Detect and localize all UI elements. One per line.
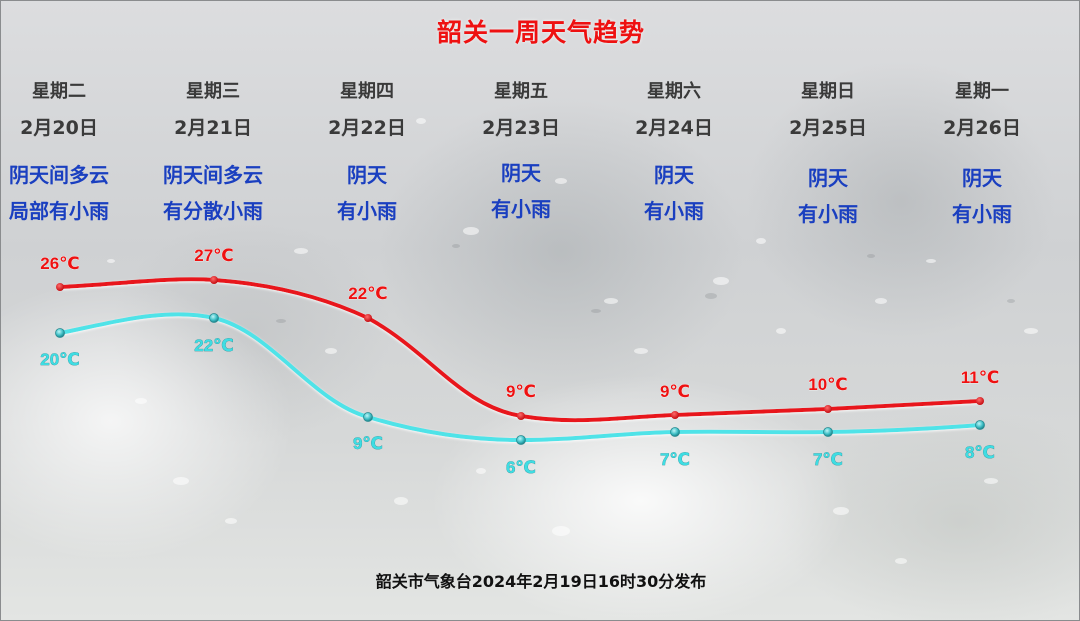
day-column-thu: 星期四 2月22日 阴天 有小雨 — [292, 77, 442, 229]
weekday-label: 星期四 — [340, 81, 394, 102]
day-column-mon: 星期一 2月26日 阴天 有小雨 — [907, 77, 1057, 232]
low-point — [975, 420, 985, 430]
condition-line-2: 有分散小雨 — [163, 199, 263, 223]
low-point — [363, 412, 373, 422]
condition-line-1: 阴天 — [654, 163, 694, 187]
high-point — [517, 412, 525, 420]
day-column-tue: 星期二 2月20日 阴天间多云 局部有小雨 — [1, 77, 134, 229]
low-temp-points — [55, 313, 985, 445]
high-temp-label: 9℃ — [660, 382, 690, 401]
low-point — [823, 427, 833, 437]
low-temp-label: 7℃ — [813, 450, 843, 469]
date-label: 2月24日 — [635, 117, 713, 139]
high-point — [671, 411, 679, 419]
low-temp-label: 8℃ — [965, 443, 995, 462]
day-column-wed: 星期三 2月21日 阴天间多云 有分散小雨 — [138, 77, 288, 229]
date-label: 2月26日 — [943, 117, 1021, 139]
low-temp-label: 22℃ — [194, 336, 234, 355]
condition-line-1: 阴天 — [501, 161, 541, 185]
day-column-sun: 星期日 2月25日 阴天 有小雨 — [753, 77, 903, 232]
day-column-fri: 星期五 2月23日 阴天 有小雨 — [446, 77, 596, 227]
weekday-label: 星期日 — [801, 81, 855, 102]
weekday-label: 星期一 — [955, 81, 1009, 102]
condition-line-2: 局部有小雨 — [9, 199, 109, 223]
condition-line-1: 阴天 — [962, 166, 1002, 190]
high-point — [210, 276, 218, 284]
issue-info: 韶关市气象台2024年2月19日16时30分发布 — [375, 572, 707, 591]
high-temp-label: 11℃ — [961, 368, 1000, 387]
condition-line-1: 阴天 — [808, 166, 848, 190]
high-point — [56, 283, 64, 291]
date-label: 2月25日 — [789, 117, 867, 139]
low-point — [516, 435, 526, 445]
day-column-sat: 星期六 2月24日 阴天 有小雨 — [599, 77, 749, 229]
weekday-label: 星期二 — [32, 81, 86, 102]
low-temp-label: 9℃ — [353, 434, 383, 453]
low-point — [209, 313, 219, 323]
date-label: 2月21日 — [174, 117, 252, 139]
weekday-label: 星期三 — [186, 81, 240, 102]
low-point — [670, 427, 680, 437]
high-point — [976, 397, 984, 405]
high-temp-label: 26℃ — [40, 254, 80, 273]
high-temp-label: 22℃ — [348, 284, 388, 303]
high-point — [364, 314, 372, 322]
condition-line-2: 有小雨 — [798, 202, 858, 226]
condition-line-1: 阴天 — [347, 163, 387, 187]
condition-line-1: 阴天间多云 — [163, 163, 263, 187]
low-temp-label: 7℃ — [660, 450, 690, 469]
weekday-label: 星期六 — [647, 81, 701, 102]
condition-line-1: 阴天间多云 — [9, 163, 109, 187]
high-point — [824, 405, 832, 413]
condition-line-2: 有小雨 — [491, 197, 551, 221]
date-label: 2月23日 — [482, 117, 560, 139]
high-temp-label: 10℃ — [808, 375, 848, 394]
low-point — [55, 328, 65, 338]
high-temp-points — [56, 276, 984, 420]
date-label: 2月22日 — [328, 117, 406, 139]
condition-line-2: 有小雨 — [952, 202, 1012, 226]
high-temp-label: 27℃ — [194, 246, 234, 265]
weekday-label: 星期五 — [494, 81, 548, 102]
chart-title: 韶关一周天气趋势 — [436, 18, 645, 47]
date-label: 2月20日 — [20, 117, 98, 139]
condition-line-2: 有小雨 — [644, 199, 704, 223]
high-temp-label: 9℃ — [506, 382, 536, 401]
low-temp-label: 20℃ — [40, 350, 80, 369]
low-temp-label: 6℃ — [506, 458, 536, 477]
condition-line-2: 有小雨 — [337, 199, 397, 223]
